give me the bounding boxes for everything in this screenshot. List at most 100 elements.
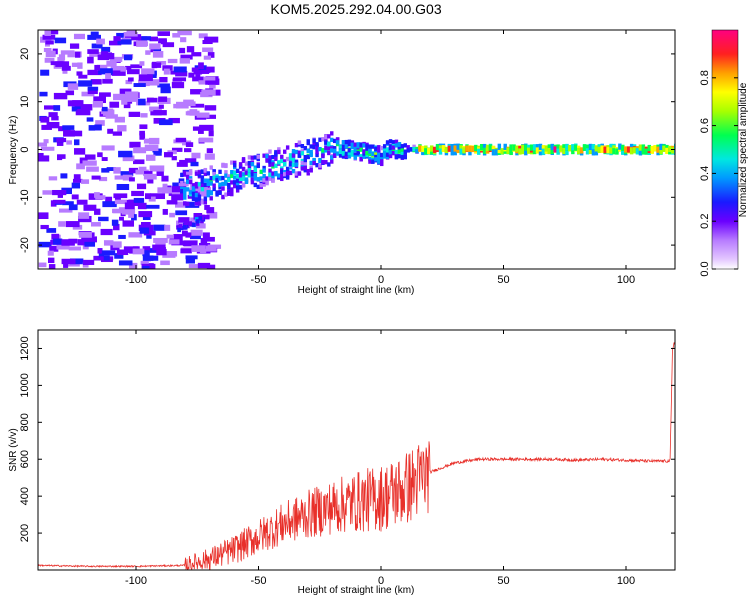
heatmap-cell (114, 196, 121, 203)
heatmap-cell (568, 145, 572, 152)
heatmap-cell (88, 125, 96, 131)
heatmap-cell (190, 103, 205, 108)
heatmap-cell (300, 143, 305, 149)
heatmap-cell (171, 189, 181, 195)
heatmap-cell (653, 145, 657, 152)
heatmap-cell (185, 179, 190, 184)
heatmap-cell (541, 148, 546, 155)
heatmap-cell (374, 152, 378, 157)
heatmap-cell (155, 241, 166, 247)
heatmap-cell (185, 232, 192, 238)
heatmap-cell (650, 147, 654, 154)
heatmap-cell (253, 182, 258, 188)
heatmap-cell (152, 51, 164, 58)
heatmap-cell (57, 192, 63, 198)
heatmap-cell (571, 147, 575, 155)
heatmap-cell (161, 175, 169, 182)
heatmap-cell (409, 147, 413, 152)
heatmap-cell (109, 101, 120, 108)
heatmap-cell (140, 260, 149, 265)
heatmap-cell (146, 154, 156, 161)
heatmap-cell (86, 117, 94, 122)
heatmap-cell (359, 147, 363, 152)
snr-ytick-label: 1000 (19, 373, 31, 397)
heatmap-cell (157, 31, 170, 36)
heatmap-cell (158, 104, 164, 109)
heatmap-cell (44, 57, 55, 63)
heatmap-cell (98, 216, 109, 222)
heatmap-cell (647, 144, 651, 152)
heatmap-cell (306, 168, 310, 174)
heatmap-cell (456, 146, 460, 153)
heatmap-cell (138, 98, 146, 106)
heatmap-cell (196, 112, 210, 118)
heatmap-cell (81, 179, 90, 184)
heatmap-cell (588, 143, 593, 151)
heatmap-cell (188, 264, 201, 269)
heatmap-cell (227, 177, 231, 183)
heatmap-cell (233, 170, 237, 176)
heatmap-cell (241, 166, 246, 172)
heatmap-cell (250, 172, 255, 177)
heatmap-cell (109, 56, 123, 62)
heatmap-cell (597, 146, 602, 153)
heatmap-cell (241, 176, 246, 181)
heatmap-cell (629, 143, 634, 151)
heatmap-cell (191, 222, 196, 227)
heatmap-cell (350, 142, 355, 147)
heatmap-cell (291, 157, 296, 162)
heatmap-cell (204, 105, 217, 111)
heatmap-cell (324, 140, 328, 145)
heatmap-cell (527, 147, 531, 154)
heatmap-cell (268, 155, 272, 160)
heatmap-cell (94, 124, 102, 131)
heatmap-cell (309, 144, 313, 149)
heatmap-cell (178, 217, 190, 224)
heatmap-cell (427, 147, 431, 154)
heatmap-cell (97, 152, 103, 158)
heatmap-cell (40, 69, 50, 76)
heatmap-cell (350, 144, 355, 150)
heatmap-cell (294, 171, 299, 176)
heatmap-cell (68, 246, 81, 251)
heatmap-cell (621, 148, 625, 155)
heatmap-cell (283, 172, 287, 177)
heatmap-cell (201, 89, 216, 96)
heatmap-cell (559, 145, 563, 152)
heatmap-cell (453, 149, 457, 156)
snr-xtick-label: -50 (251, 575, 267, 587)
heatmap-cell (388, 146, 393, 151)
heatmap-cell (365, 148, 369, 153)
heatmap-cell (338, 153, 343, 158)
heatmap-cell (42, 190, 56, 195)
heatmap-cell (224, 173, 228, 178)
heatmap-cell (122, 155, 135, 162)
heatmap-cell (194, 171, 199, 176)
heatmap-cell (173, 66, 187, 73)
spectrogram-ytick-label: 20 (19, 48, 31, 60)
heatmap-cell (61, 239, 75, 246)
heatmap-cell (382, 154, 387, 159)
heatmap-cell (532, 147, 537, 155)
heatmap-cell (94, 64, 101, 71)
heatmap-cell (606, 147, 610, 154)
heatmap-cell (230, 173, 234, 179)
heatmap-cell (227, 191, 231, 196)
spectrogram-xlabel: Height of straight line (km) (298, 285, 415, 296)
heatmap-cell (212, 175, 216, 180)
heatmap-cell (82, 244, 89, 250)
heatmap-cell (203, 196, 208, 201)
heatmap-cell (170, 70, 176, 75)
heatmap-cell (303, 165, 308, 170)
heatmap-cell (144, 144, 159, 152)
heatmap-cell (102, 201, 117, 208)
heatmap-cell (321, 153, 325, 158)
heatmap-cell (141, 36, 151, 41)
heatmap-cell (162, 208, 168, 215)
heatmap-cell (459, 148, 463, 155)
heatmap-cell (256, 156, 260, 162)
heatmap-cell (224, 163, 228, 169)
heatmap-cell (192, 126, 202, 131)
heatmap-cell (491, 149, 496, 156)
